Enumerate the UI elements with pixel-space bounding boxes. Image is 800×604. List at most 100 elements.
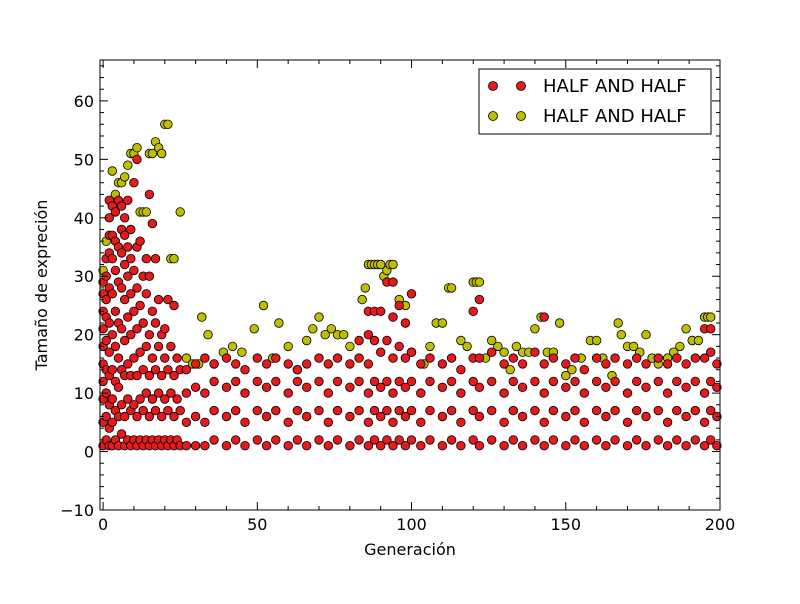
data-point-series-1	[345, 441, 355, 451]
legend-marker-series-2	[488, 111, 498, 121]
data-point-series-2	[616, 330, 627, 340]
data-point-series-1	[499, 388, 509, 398]
data-point-series-1	[153, 294, 164, 305]
data-point-series-2	[462, 341, 472, 352]
data-point-series-1	[175, 405, 185, 416]
data-point-series-1	[141, 254, 152, 264]
data-point-series-1	[508, 405, 519, 416]
data-point-series-1	[119, 411, 130, 422]
data-point-series-1	[163, 365, 173, 375]
data-point-series-1	[132, 324, 142, 334]
data-point-series-1	[376, 347, 386, 357]
data-point-series-1	[690, 435, 701, 445]
data-point-series-1	[548, 435, 559, 445]
data-point-series-1	[382, 376, 392, 387]
data-point-series-1	[163, 405, 173, 416]
data-point-series-1	[508, 376, 519, 387]
data-point-series-1	[641, 441, 651, 451]
points-layer	[98, 119, 722, 451]
data-point-series-1	[706, 435, 716, 445]
legend-marker-series-1	[516, 81, 526, 91]
data-point-series-1	[116, 400, 127, 410]
data-point-series-2	[203, 330, 213, 340]
data-point-series-1	[394, 405, 404, 416]
data-point-series-1	[123, 195, 133, 206]
data-point-series-1	[129, 177, 139, 188]
data-point-series-1	[456, 365, 466, 375]
data-point-series-1	[147, 306, 158, 317]
data-point-series-1	[156, 411, 167, 422]
data-point-series-1	[539, 441, 549, 451]
data-point-series-1	[406, 289, 417, 299]
data-point-series-1	[369, 335, 380, 346]
data-point-series-1	[200, 441, 210, 451]
data-point-series-2	[314, 312, 324, 322]
data-point-series-1	[690, 376, 701, 387]
data-point-series-1	[354, 353, 364, 363]
data-point-series-1	[672, 405, 682, 416]
data-point-series-1	[261, 411, 272, 422]
data-point-series-1	[376, 382, 386, 393]
data-point-series-1	[570, 435, 580, 445]
data-point-series-1	[601, 382, 611, 393]
data-point-series-1	[570, 376, 580, 387]
data-point-series-2	[237, 347, 247, 357]
data-point-series-2	[554, 318, 565, 328]
data-point-series-1	[712, 441, 722, 451]
data-point-series-1	[141, 289, 152, 299]
data-point-series-1	[530, 405, 540, 416]
data-point-series-1	[632, 435, 642, 445]
legend-label-series-1: HALF AND HALF	[543, 76, 687, 97]
data-point-series-1	[209, 359, 219, 369]
data-point-series-1	[135, 236, 145, 246]
data-point-series-2	[474, 277, 485, 287]
legend-box	[478, 68, 712, 135]
data-point-series-2	[119, 172, 130, 182]
data-point-series-1	[416, 417, 426, 428]
data-point-series-1	[323, 417, 334, 428]
data-point-series-1	[517, 411, 528, 422]
data-point-series-2	[197, 312, 207, 322]
data-point-series-1	[283, 359, 293, 369]
data-point-series-1	[579, 441, 590, 451]
data-point-series-1	[400, 411, 411, 422]
data-point-series-1	[181, 388, 192, 398]
data-point-series-1	[271, 353, 281, 363]
data-point-series-1	[394, 341, 404, 352]
x-tick-label: 0	[98, 515, 108, 534]
data-point-series-1	[123, 271, 133, 281]
data-point-series-1	[653, 353, 664, 363]
legend-marker-series-1	[488, 81, 498, 91]
data-point-series-1	[672, 435, 682, 445]
data-point-series-1	[400, 441, 411, 451]
data-point-series-1	[283, 417, 293, 428]
data-point-series-1	[354, 335, 364, 346]
data-point-series-1	[369, 405, 380, 416]
data-point-series-1	[119, 335, 130, 346]
axes-frame	[99, 59, 721, 511]
data-point-series-2	[511, 341, 522, 352]
data-point-series-1	[517, 359, 528, 369]
y-tick-label: −10	[60, 501, 94, 520]
data-point-series-1	[107, 289, 118, 299]
data-point-series-1	[632, 376, 642, 387]
data-point-series-1	[382, 435, 392, 445]
data-point-series-1	[699, 441, 710, 451]
data-point-series-1	[468, 306, 478, 317]
data-point-series-1	[169, 300, 179, 311]
data-point-series-1	[181, 441, 192, 451]
data-point-series-1	[292, 405, 303, 416]
data-point-series-1	[230, 359, 241, 369]
data-point-series-1	[181, 417, 192, 428]
data-point-series-1	[400, 318, 411, 328]
data-point-series-1	[474, 353, 485, 363]
data-point-series-1	[107, 417, 118, 428]
data-point-series-1	[487, 347, 497, 357]
data-point-series-1	[706, 376, 716, 387]
data-point-series-1	[487, 435, 497, 445]
data-point-series-1	[332, 376, 343, 387]
data-point-series-2	[169, 254, 179, 264]
data-point-series-1	[641, 411, 651, 422]
data-point-series-1	[126, 289, 136, 299]
data-point-series-1	[468, 405, 478, 416]
